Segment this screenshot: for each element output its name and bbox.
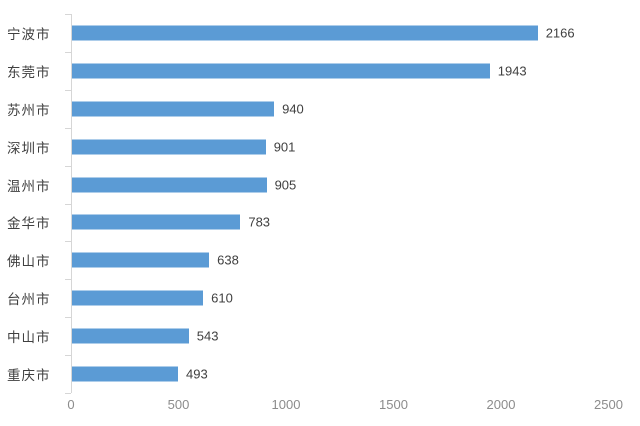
bar-东莞市 (72, 63, 490, 79)
category-label: 台州市 (7, 292, 51, 308)
bar-温州市 (72, 177, 267, 193)
value-label: 1943 (497, 63, 527, 79)
x-axis-tick-label: 1500 (379, 397, 408, 412)
chart-row: 温州市 905 (0, 166, 640, 204)
value-label: 610 (211, 290, 233, 306)
value-label: 783 (248, 214, 271, 230)
category-label: 温州市 (7, 178, 51, 194)
chart-row: 佛山市 638 (0, 241, 640, 279)
category-label: 宁波市 (7, 26, 51, 42)
value-label: 638 (217, 252, 239, 268)
bar-佛山市 (72, 252, 210, 268)
value-label: 543 (196, 328, 219, 344)
value-label: 901 (273, 139, 296, 155)
x-axis-tick-label: 0 (67, 397, 75, 412)
x-axis-tick-label: 2500 (594, 397, 623, 412)
y-axis-tick (65, 165, 71, 167)
bar-金华市 (72, 214, 241, 230)
y-axis-tick (65, 317, 71, 319)
chart-row: 台州市 610 (0, 279, 640, 317)
y-axis-tick (65, 393, 71, 394)
chart-row: 中山市 543 (0, 317, 640, 355)
bar-宁波市 (72, 25, 538, 41)
y-axis-tick (65, 355, 71, 357)
category-label: 苏州市 (7, 102, 51, 118)
y-axis-tick (65, 127, 71, 129)
bar-中山市 (72, 328, 189, 344)
y-axis-tick (65, 203, 71, 205)
value-label: 2166 (545, 25, 575, 41)
x-axis-tick-label: 500 (167, 397, 190, 412)
chart-row: 宁波市 2166 (0, 14, 640, 52)
category-label: 东莞市 (7, 64, 51, 80)
bar-苏州市 (72, 101, 275, 117)
y-axis-tick (65, 14, 71, 15)
y-axis-tick (65, 89, 71, 91)
chart-row: 深圳市 901 (0, 128, 640, 166)
bar-台州市 (72, 290, 204, 306)
chart-row: 苏州市 940 (0, 90, 640, 128)
bar-重庆市 (72, 366, 178, 382)
x-axis-tick-label: 1000 (271, 397, 301, 412)
chart-row: 东莞市 1943 (0, 52, 640, 90)
category-label: 佛山市 (7, 254, 51, 270)
category-label: 重庆市 (7, 368, 51, 384)
value-label: 905 (274, 177, 297, 193)
category-label: 金华市 (7, 216, 51, 232)
y-axis-tick (65, 51, 71, 53)
category-label: 中山市 (7, 330, 51, 346)
chart-row: 重庆市 493 (0, 355, 640, 393)
bar-深圳市 (72, 139, 266, 155)
y-axis-tick (65, 241, 71, 243)
y-axis-line (71, 14, 72, 393)
category-label: 深圳市 (7, 140, 51, 156)
value-label: 940 (282, 101, 304, 117)
y-axis-tick (65, 279, 71, 281)
value-label: 493 (185, 366, 208, 382)
x-axis-tick-label: 2000 (486, 397, 516, 412)
chart-row: 金华市 783 (0, 204, 640, 242)
